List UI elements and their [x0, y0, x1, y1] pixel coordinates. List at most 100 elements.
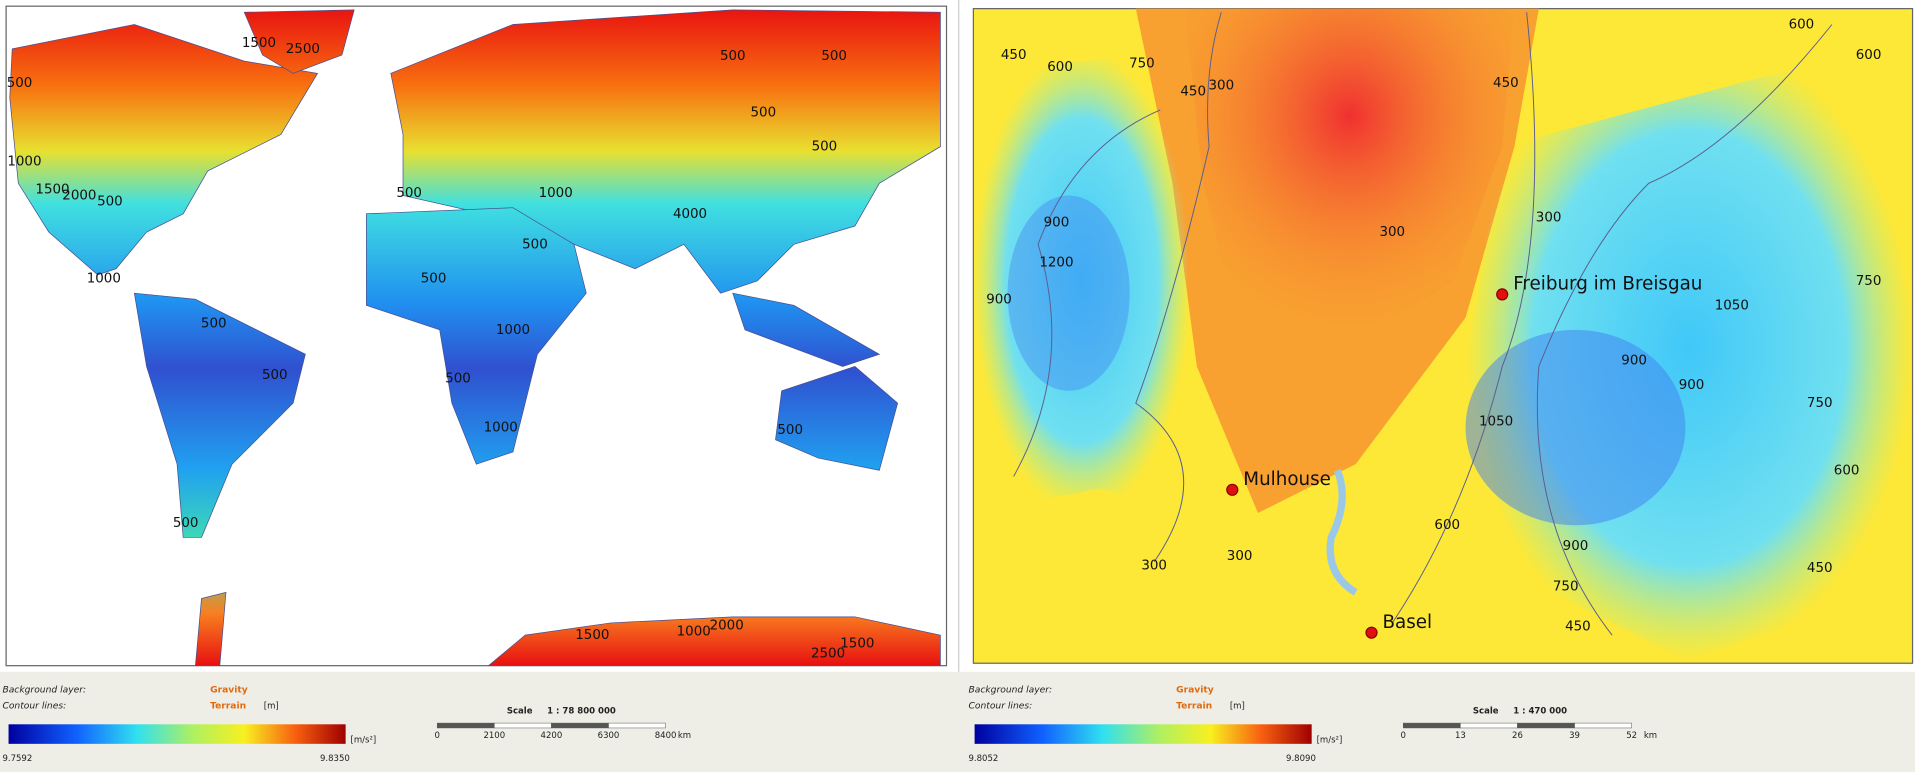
scale-bar — [436, 722, 495, 729]
scale-tick: 0 — [435, 731, 440, 741]
scale-bar — [1460, 722, 1518, 729]
contour-label: 1000 — [87, 272, 121, 287]
contour-label: 2500 — [286, 42, 320, 57]
contour-label: 500 — [201, 317, 227, 332]
contour-label: 1000 — [677, 624, 711, 639]
colorbar-max: 9.8090 — [1286, 754, 1316, 764]
contour-label: 750 — [1807, 396, 1833, 411]
contour-label: 600 — [1789, 17, 1815, 32]
scale-tick: 13 — [1455, 731, 1466, 741]
contour-label: 1050 — [1479, 414, 1513, 429]
contour-label: 300 — [1208, 79, 1234, 94]
contour-label: 300 — [1141, 559, 1167, 574]
contour-label: 1200 — [1039, 256, 1073, 271]
contour-label: 450 — [1493, 76, 1519, 91]
contour-label: 4000 — [673, 207, 707, 222]
scale-bar — [1574, 722, 1632, 729]
legend-label: Contour lines: — [968, 701, 1032, 711]
river — [1326, 468, 1358, 596]
legend-value: Gravity — [1176, 686, 1214, 696]
contour-label: 1500 — [35, 182, 69, 197]
colorbar — [974, 724, 1312, 744]
contour-label: 2500 — [811, 646, 845, 661]
contour-label: 500 — [720, 49, 746, 64]
scale-tick: 4200 — [541, 731, 563, 741]
scale-tick: 6300 — [598, 731, 620, 741]
world-map — [5, 5, 948, 667]
regional-map — [972, 8, 1914, 664]
contour-label: 600 — [1047, 60, 1073, 75]
contour-label: 500 — [421, 272, 447, 287]
legend-label: Contour lines: — [2, 701, 66, 711]
contour-label: 450 — [1807, 561, 1833, 576]
contour-label: 450 — [1001, 48, 1027, 63]
city-label: Basel — [1383, 612, 1433, 633]
unit: [m] — [1230, 701, 1245, 711]
contour-label: 1500 — [840, 637, 874, 652]
unit: km — [1644, 731, 1657, 741]
contour-label: 600 — [1856, 48, 1882, 63]
contour-label: 500 — [173, 516, 199, 531]
scale-bar — [608, 722, 666, 729]
contour-label: 300 — [1227, 549, 1253, 564]
legend-value: Gravity — [210, 686, 248, 696]
colorbar — [8, 724, 346, 744]
contours — [1013, 12, 1833, 636]
contour-label: 2000 — [62, 188, 96, 203]
legend-value: Terrain — [210, 701, 246, 711]
scale-bar — [494, 722, 552, 729]
contour-label: 500 — [522, 237, 548, 252]
contour-label: 1000 — [496, 323, 530, 338]
scale-tick: 0 — [1401, 731, 1406, 741]
contour-label: 500 — [445, 372, 471, 387]
scale-ratio: 1 : 78 800 000 — [547, 706, 616, 716]
scale-bar — [1517, 722, 1575, 729]
contour-label: 500 — [396, 186, 422, 201]
scale-tick: 26 — [1512, 731, 1523, 741]
scale-bar — [1403, 722, 1461, 729]
contour-label: 900 — [1621, 353, 1647, 368]
legend-label: Background layer: — [968, 686, 1052, 696]
scale-tick: 2100 — [483, 731, 505, 741]
legend-label: Background layer: — [2, 686, 86, 696]
city-marker — [1496, 288, 1509, 301]
contour-label: 500 — [97, 195, 123, 210]
mountains — [973, 48, 1191, 514]
contour-label: 1500 — [575, 628, 609, 643]
scale-tick: 52 — [1626, 731, 1637, 741]
unit: [m/s²] — [351, 736, 377, 746]
mountains — [1465, 329, 1686, 526]
colorbar-max: 9.8350 — [320, 754, 350, 764]
contour-label: 750 — [1856, 274, 1882, 289]
city-marker — [1365, 626, 1378, 639]
unit: [m] — [264, 701, 279, 711]
city-label: Mulhouse — [1243, 469, 1331, 490]
unit: [m/s²] — [1317, 736, 1343, 746]
contour-label: 1000 — [7, 154, 41, 169]
colorbar-min: 9.7592 — [2, 754, 32, 764]
contour-label: 900 — [1563, 539, 1589, 554]
contour-label: 2000 — [710, 618, 744, 633]
city-label: Freiburg im Breisgau — [1513, 274, 1702, 295]
contour-label: 450 — [1565, 620, 1591, 635]
scale-ratio: 1 : 470 000 — [1513, 706, 1567, 716]
contour-label: 500 — [262, 368, 288, 383]
contour-label: 500 — [751, 105, 777, 120]
city-marker — [1226, 483, 1239, 496]
scale-label: Scale — [1473, 706, 1499, 716]
contour-label: 300 — [1379, 225, 1405, 240]
colorbar-min: 9.8052 — [968, 754, 998, 764]
contour-label: 600 — [1834, 463, 1860, 478]
contour-label: 900 — [1679, 378, 1705, 393]
contour-label: 750 — [1129, 57, 1155, 72]
scale-label: Scale — [507, 706, 533, 716]
contour-label: 500 — [7, 76, 33, 91]
contour-label: 1500 — [242, 36, 276, 51]
scale-bar — [551, 722, 609, 729]
contour-label: 1000 — [484, 421, 518, 436]
unit: km — [678, 731, 691, 741]
continents — [9, 9, 941, 667]
legend-value: Terrain — [1176, 701, 1212, 711]
contour-label: 1000 — [539, 186, 573, 201]
